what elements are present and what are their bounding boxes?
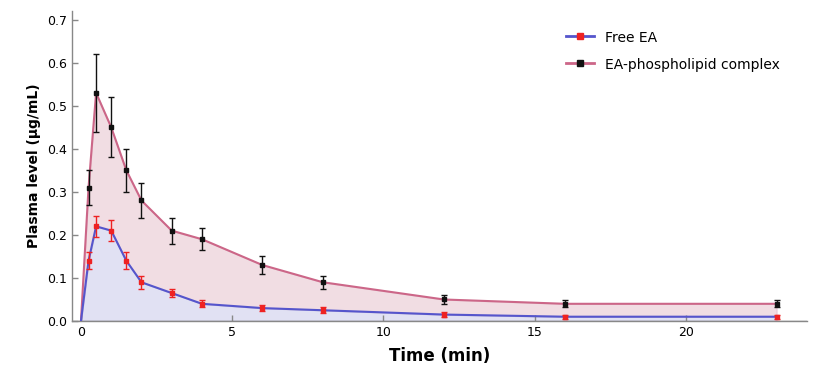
X-axis label: Time (min): Time (min) (389, 347, 490, 365)
Y-axis label: Plasma level (μg/mL): Plasma level (μg/mL) (28, 84, 42, 248)
Legend: Free EA, EA-phospholipid complex: Free EA, EA-phospholipid complex (560, 24, 785, 78)
